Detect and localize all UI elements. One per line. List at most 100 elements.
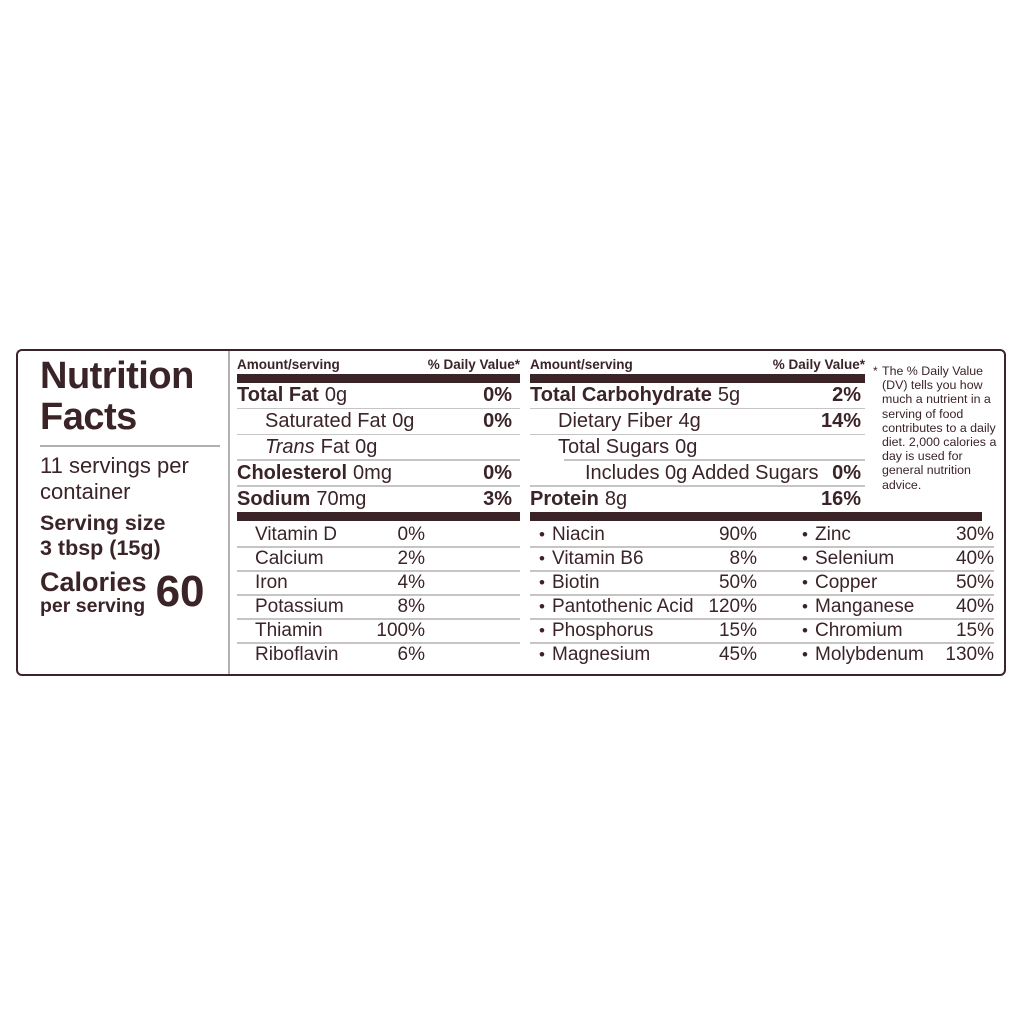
nutrient-name: Total Sugars bbox=[558, 435, 670, 458]
vitamin-entry: • Manganese 40% bbox=[793, 596, 994, 618]
calories-sub-label: per serving bbox=[40, 595, 146, 617]
nutrient-daily-value: 0% bbox=[483, 410, 512, 433]
amount-serving-header: Amount/serving bbox=[530, 356, 633, 372]
vitamin-daily-value: 90% bbox=[718, 524, 757, 545]
nutrient-row: Total Sugars 0g bbox=[530, 433, 865, 461]
vitamin-daily-value: 50% bbox=[718, 572, 757, 593]
vitamin-daily-value: 45% bbox=[718, 644, 757, 665]
vitamin-name: Calcium bbox=[255, 548, 324, 569]
vitamin-daily-value: 4% bbox=[397, 572, 425, 593]
nutrition-facts-title: Nutrition Facts bbox=[40, 356, 228, 438]
bullet-icon: • bbox=[539, 573, 545, 592]
row-separator-line bbox=[237, 546, 520, 548]
nutrient-amount: 8g bbox=[604, 487, 628, 510]
vitamin-daily-value: 0% bbox=[397, 524, 425, 545]
vitamin-row: • Phosphorus 15% • Chromium 15% bbox=[530, 618, 994, 643]
title-line2: Facts bbox=[40, 396, 137, 438]
vitamin-row: Vitamin D 0% bbox=[237, 523, 520, 547]
nutrient-name: Total Fat bbox=[237, 384, 319, 407]
bullet-icon: • bbox=[802, 525, 808, 544]
nutrient-daily-value: 0% bbox=[832, 461, 861, 484]
nutrient-row: Cholesterol 0mg 0% bbox=[237, 459, 520, 486]
vitamin-row: • Pantothenic Acid 120% • Manganese 40% bbox=[530, 594, 994, 619]
vitamin-daily-value: 40% bbox=[955, 596, 994, 617]
vitamin-daily-value: 6% bbox=[397, 644, 425, 665]
vitamin-row: Thiamin 100% bbox=[237, 618, 520, 643]
vitamin-entry: • Zinc 30% bbox=[793, 524, 994, 546]
nutrient-daily-value: 3% bbox=[483, 487, 512, 510]
vitamin-row: Potassium 8% bbox=[237, 594, 520, 619]
servings-line1: 11 servings per bbox=[40, 453, 189, 478]
thick-bar-bottom-right bbox=[530, 512, 982, 521]
row-separator-line bbox=[237, 618, 520, 620]
nutrient-daily-value: 14% bbox=[820, 410, 861, 433]
nutrient-row: Includes 0g Added Sugars 0% bbox=[530, 459, 865, 486]
nutrient-amount: 0mg bbox=[353, 461, 392, 484]
row-separator-line bbox=[237, 407, 520, 410]
vitamin-name: Magnesium bbox=[552, 644, 651, 665]
vitamin-entry: • Chromium 15% bbox=[793, 620, 994, 642]
bullet-icon: • bbox=[802, 573, 808, 592]
micronutrient-column-1: Vitamin D 0% Calcium 2% Iron 4% Potassium 8% Thi… bbox=[237, 523, 520, 667]
thick-bar-top-right bbox=[530, 374, 865, 383]
vitamin-name: Pantothenic Acid bbox=[552, 596, 694, 617]
nutrient-amount: 70mg bbox=[316, 487, 367, 510]
vitamin-name: Phosphorus bbox=[552, 620, 654, 641]
vitamin-row: Riboflavin 6% bbox=[237, 642, 520, 667]
nutrient-amount: 0g bbox=[324, 384, 348, 407]
panel-vertical-divider bbox=[228, 351, 230, 674]
nutrient-row: Total Carbohydrate 5g 2% bbox=[530, 383, 865, 409]
panel-left: Nutrition Facts 11 servings per containe… bbox=[18, 351, 228, 674]
nutrient-name: Saturated Fat bbox=[265, 410, 387, 433]
vitamin-row: Iron 4% bbox=[237, 570, 520, 595]
row-separator-line bbox=[237, 570, 520, 572]
nutrient-rows-right: Total Carbohydrate 5g 2% Dietary Fiber 4g 14%… bbox=[530, 383, 865, 512]
vitamin-daily-value: 8% bbox=[397, 596, 425, 617]
vitamin-name: Vitamin B6 bbox=[552, 548, 644, 569]
thick-bar-bottom-left bbox=[237, 512, 520, 521]
vitamin-name: Zinc bbox=[815, 524, 851, 545]
row-separator-line bbox=[530, 433, 865, 436]
vitamin-entry: • Magnesium 45% bbox=[530, 644, 757, 666]
serving-size-value: 3 tbsp (15g) bbox=[40, 536, 161, 560]
vitamin-name: Molybdenum bbox=[815, 644, 924, 665]
vitamin-daily-value: 15% bbox=[955, 620, 994, 641]
vitamin-daily-value: 130% bbox=[945, 644, 994, 665]
nutrient-amount: 4g bbox=[678, 410, 701, 433]
vitamin-name: Thiamin bbox=[255, 620, 323, 641]
calories-block: Calories per serving 60 bbox=[40, 568, 228, 617]
vitamin-row: Calcium 2% bbox=[237, 546, 520, 571]
vitamin-daily-value: 2% bbox=[397, 548, 425, 569]
amount-serving-header: Amount/serving bbox=[237, 356, 340, 372]
row-separator-line bbox=[237, 433, 520, 436]
vitamin-daily-value: 120% bbox=[708, 596, 757, 617]
vitamin-name: Biotin bbox=[552, 572, 600, 593]
nutrient-name: Includes 0g Added Sugars bbox=[585, 461, 819, 484]
bullet-icon: • bbox=[802, 645, 808, 664]
vitamin-entry: • Molybdenum 130% bbox=[793, 644, 994, 666]
vitamin-name: Iron bbox=[255, 572, 288, 593]
calories-labels: Calories per serving bbox=[40, 568, 147, 617]
bullet-icon: • bbox=[539, 597, 545, 616]
vitamin-name: Potassium bbox=[255, 596, 344, 617]
vitamin-entry: • Phosphorus 15% bbox=[530, 620, 757, 642]
row-separator-line bbox=[530, 642, 994, 644]
nutrient-name: Cholesterol bbox=[237, 461, 348, 484]
title-divider bbox=[40, 445, 220, 447]
row-separator-line bbox=[530, 594, 994, 596]
nutrient-amount: Fat 0g bbox=[320, 435, 378, 458]
row-separator-line bbox=[237, 459, 520, 461]
nutrient-row: Trans Fat 0g bbox=[237, 433, 520, 461]
thick-bar-top-left bbox=[237, 374, 520, 383]
serving-size-label: Serving size bbox=[40, 511, 166, 535]
vitamin-entry: • Selenium 40% bbox=[793, 548, 994, 570]
row-separator-line bbox=[564, 459, 865, 461]
title-line1: Nutrition bbox=[40, 355, 194, 397]
nutrient-row: Protein 8g 16% bbox=[530, 485, 865, 512]
nutrient-daily-value: 0% bbox=[483, 461, 512, 484]
nutrient-name: Dietary Fiber bbox=[558, 410, 673, 433]
row-separator-line bbox=[237, 642, 520, 644]
vitamin-daily-value: 100% bbox=[376, 620, 425, 641]
nutrient-amount: 0g bbox=[675, 435, 698, 458]
row-separator-line bbox=[237, 594, 520, 596]
